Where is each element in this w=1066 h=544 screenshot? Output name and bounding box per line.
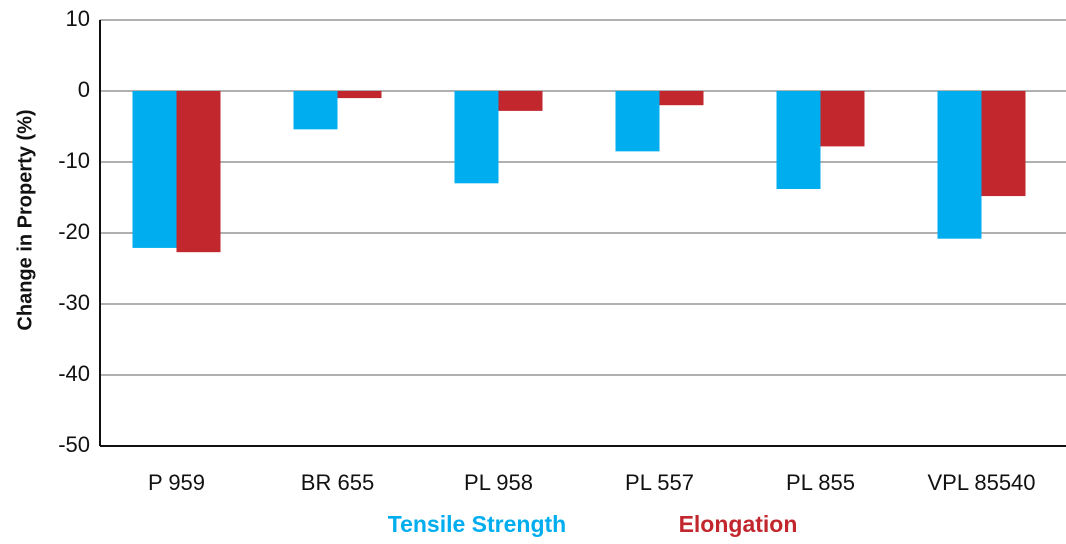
y-axis-label: Change in Property (%): [14, 109, 36, 330]
bar: [337, 91, 382, 99]
bar: [776, 91, 821, 189]
bar: [659, 91, 704, 106]
x-tick-label: PL 855: [786, 470, 855, 495]
bar: [820, 91, 865, 147]
y-tick-label: 10: [66, 6, 90, 31]
x-tick-label: P 959: [148, 470, 205, 495]
legend-label: Tensile Strength: [388, 511, 567, 537]
bar: [176, 91, 221, 253]
x-tick-label: PL 557: [625, 470, 694, 495]
legend-label: Elongation: [679, 511, 798, 537]
bar: [615, 91, 660, 152]
bar: [454, 91, 499, 184]
bar: [293, 91, 338, 130]
bar: [132, 91, 177, 248]
y-tick-label: 0: [78, 77, 90, 102]
x-tick-label: VPL 85540: [927, 470, 1035, 495]
bar: [981, 91, 1026, 197]
y-tick-label: -50: [58, 432, 90, 457]
y-tick-label: -20: [58, 219, 90, 244]
bar: [498, 91, 543, 111]
x-tick-label: BR 655: [301, 470, 374, 495]
y-tick-label: -30: [58, 290, 90, 315]
bar: [937, 91, 982, 239]
y-tick-label: -10: [58, 148, 90, 173]
y-tick-label: -40: [58, 361, 90, 386]
x-tick-label: PL 958: [464, 470, 533, 495]
